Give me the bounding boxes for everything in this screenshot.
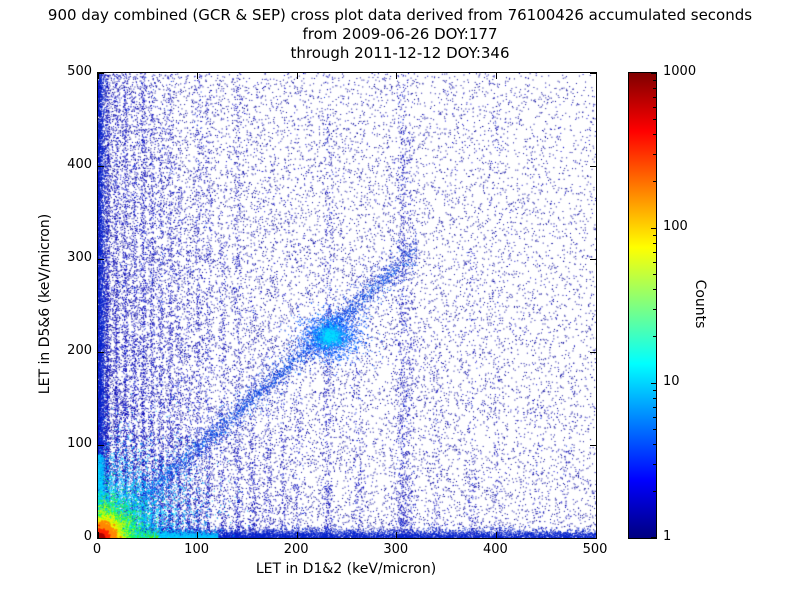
- colorbar-minor-tick: [653, 274, 656, 276]
- x-tick-label: 0: [92, 542, 102, 557]
- colorbar-minor-tick: [653, 490, 656, 492]
- colorbar-tick: [651, 382, 656, 384]
- y-tick: [590, 537, 596, 539]
- colorbar-minor-tick: [653, 251, 656, 253]
- colorbar-minor-tick: [653, 397, 656, 399]
- x-tick-label: 500: [582, 542, 608, 557]
- y-axis-label: LET in D5&6 (keV/micron): [37, 213, 53, 395]
- x-tick-label: 300: [383, 542, 409, 557]
- colorbar-minor-tick: [653, 180, 656, 182]
- x-tick: [495, 73, 497, 79]
- x-tick-label: 200: [283, 542, 309, 557]
- colorbar-label: Counts: [692, 279, 708, 329]
- x-tick: [97, 73, 99, 79]
- x-tick: [396, 73, 398, 79]
- y-tick: [98, 351, 104, 353]
- chart-title: 900 day combined (GCR & SEP) cross plot …: [0, 6, 800, 63]
- colorbar-tick-label: 1000: [663, 64, 697, 79]
- plot-area: [97, 72, 597, 539]
- colorbar-minor-tick: [653, 444, 656, 446]
- y-tick: [98, 537, 104, 539]
- colorbar-minor-tick: [653, 106, 656, 108]
- title-line-2: from 2009-06-26 DOY:177: [302, 25, 498, 43]
- y-tick-label: 400: [67, 157, 92, 172]
- x-tick: [495, 532, 497, 538]
- y-tick: [98, 444, 104, 446]
- y-tick: [590, 258, 596, 260]
- colorbar-minor-tick: [653, 234, 656, 236]
- y-tick: [590, 444, 596, 446]
- colorbar-tick: [651, 227, 656, 229]
- y-tick: [98, 72, 104, 74]
- colorbar-minor-tick: [653, 463, 656, 465]
- y-tick: [590, 351, 596, 353]
- colorbar-tick-label: 1: [663, 529, 672, 544]
- colorbar-minor-tick: [653, 87, 656, 89]
- y-tick-label: 0: [83, 529, 92, 544]
- x-tick: [595, 532, 597, 538]
- colorbar-minor-tick: [653, 416, 656, 418]
- colorbar-minor-tick: [653, 96, 656, 98]
- y-tick: [590, 72, 596, 74]
- x-tick: [296, 73, 298, 79]
- x-tick: [197, 73, 199, 79]
- colorbar-minor-tick: [653, 406, 656, 408]
- x-tick: [197, 532, 199, 538]
- x-tick-label: 100: [184, 542, 209, 557]
- colorbar-minor-tick: [653, 119, 656, 121]
- title-line-3: through 2011-12-12 DOY:346: [290, 44, 510, 62]
- colorbar-minor-tick: [653, 389, 656, 391]
- colorbar-minor-tick: [653, 153, 656, 155]
- colorbar-minor-tick: [653, 261, 656, 263]
- y-tick-label: 100: [67, 436, 92, 451]
- colorbar-tick-label: 100: [663, 219, 688, 234]
- x-tick: [296, 532, 298, 538]
- colorbar-tick: [651, 72, 656, 74]
- x-tick: [97, 532, 99, 538]
- y-tick-label: 200: [67, 343, 92, 358]
- x-tick: [595, 73, 597, 79]
- y-tick: [98, 165, 104, 167]
- x-tick-label: 400: [482, 542, 508, 557]
- colorbar-tick: [651, 536, 656, 538]
- plot-canvas: [98, 73, 596, 538]
- colorbar: [628, 72, 657, 539]
- title-line-1: 900 day combined (GCR & SEP) cross plot …: [47, 6, 753, 24]
- y-tick: [98, 258, 104, 260]
- y-tick-label: 300: [67, 250, 92, 265]
- colorbar-minor-tick: [653, 242, 656, 244]
- colorbar-minor-tick: [653, 335, 656, 337]
- x-axis-label: LET in D1&2 (keV/micron): [255, 561, 437, 577]
- colorbar-minor-tick: [653, 289, 656, 291]
- colorbar-minor-tick: [653, 429, 656, 431]
- colorbar-minor-tick: [653, 308, 656, 310]
- x-tick: [396, 532, 398, 538]
- colorbar-minor-tick: [653, 79, 656, 81]
- colorbar-tick-label: 10: [663, 374, 680, 389]
- y-tick-label: 500: [67, 64, 92, 79]
- y-tick: [590, 165, 596, 167]
- colorbar-minor-tick: [653, 134, 656, 136]
